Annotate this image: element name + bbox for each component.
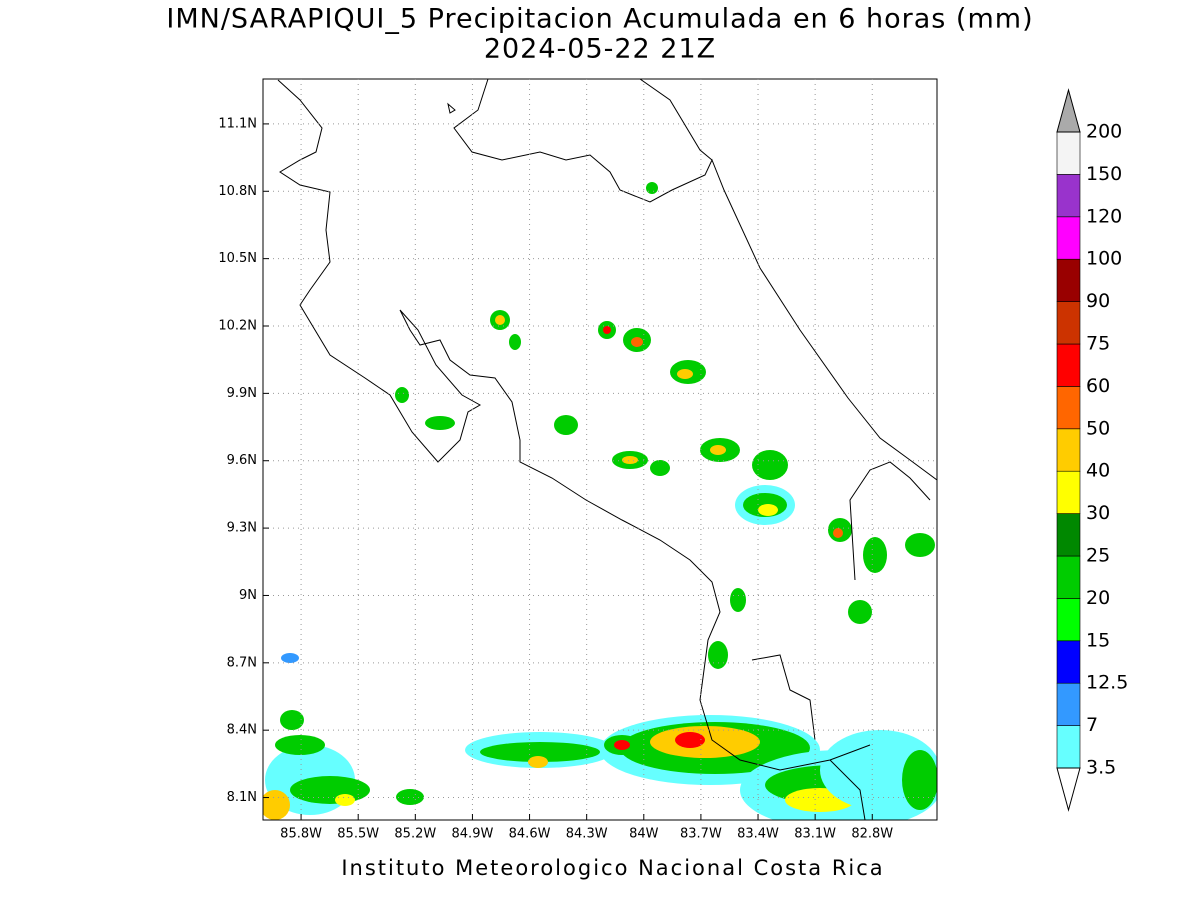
- x-tick-label: 83.4W: [737, 827, 779, 842]
- colorbar-label: 40: [1086, 460, 1110, 482]
- colorbar-label: 12.5: [1086, 672, 1128, 694]
- y-tick-label: 11.1N: [218, 116, 257, 131]
- footer: Instituto Meteorologico Nacional Costa R…: [341, 856, 884, 880]
- colorbar-label: 7: [1086, 714, 1098, 736]
- colorbar-label: 90: [1086, 290, 1110, 312]
- colorbar-label: 100: [1086, 248, 1122, 270]
- x-tick-label: 82.8W: [851, 827, 893, 842]
- colorbar-band: [1056, 386, 1081, 430]
- y-tick-label: 10.5N: [218, 251, 257, 266]
- y-tick-label: 9.9N: [227, 386, 257, 401]
- subtitle: 2024-05-22 21Z: [484, 34, 716, 65]
- colorbar-label: 200: [1086, 121, 1122, 143]
- colorbar-band: [1056, 725, 1081, 769]
- colorbar-label: 30: [1086, 502, 1110, 524]
- y-tick-label: 9.6N: [227, 453, 257, 468]
- y-tick-label: 8.1N: [227, 790, 257, 805]
- colorbar-under: [1056, 767, 1081, 812]
- colorbar-band: [1056, 343, 1081, 387]
- map-frame: [262, 78, 938, 821]
- colorbar-label: 120: [1086, 205, 1122, 227]
- colorbar-label: 25: [1086, 545, 1110, 567]
- colorbar-label: 75: [1086, 333, 1110, 355]
- colorbar-band: [1056, 428, 1081, 472]
- colorbar-band: [1056, 513, 1081, 557]
- colorbar-over: [1056, 88, 1081, 133]
- x-tick-label: 85.8W: [280, 827, 322, 842]
- colorbar-label: 150: [1086, 163, 1122, 185]
- y-tick-label: 9N: [239, 588, 257, 603]
- colorbar-label: 60: [1086, 375, 1110, 397]
- colorbar-band: [1056, 216, 1081, 260]
- x-tick-label: 84W: [629, 827, 659, 842]
- colorbar-band: [1056, 131, 1081, 175]
- colorbar-band: [1056, 682, 1081, 726]
- title: IMN/SARAPIQUI_5 Precipitacion Acumulada …: [166, 4, 1033, 35]
- colorbar-band: [1056, 258, 1081, 302]
- colorbar-label: 20: [1086, 587, 1110, 609]
- colorbar-label: 15: [1086, 629, 1110, 651]
- colorbar-band: [1056, 640, 1081, 684]
- colorbar-band: [1056, 301, 1081, 345]
- x-tick-label: 83.1W: [794, 827, 836, 842]
- y-tick-label: 10.8N: [218, 184, 257, 199]
- y-tick-label: 8.7N: [227, 655, 257, 670]
- precipitation-field: [263, 182, 937, 820]
- colorbar-label: 50: [1086, 417, 1110, 439]
- coastline: [277, 79, 937, 820]
- colorbar-band: [1056, 470, 1081, 514]
- colorbar-band: [1056, 598, 1081, 642]
- colorbar-band: [1056, 174, 1081, 218]
- y-tick-label: 8.4N: [227, 723, 257, 738]
- colorbar-label: 3.5: [1086, 757, 1116, 779]
- x-tick-label: 84.3W: [566, 827, 608, 842]
- x-tick-label: 85.5W: [337, 827, 379, 842]
- y-tick-label: 9.3N: [227, 521, 257, 536]
- y-tick-label: 10.2N: [218, 319, 257, 334]
- x-tick-label: 84.6W: [509, 827, 551, 842]
- x-tick-label: 84.9W: [452, 827, 494, 842]
- x-tick-label: 83.7W: [680, 827, 722, 842]
- colorbar-band: [1056, 555, 1081, 599]
- x-tick-label: 85.2W: [394, 827, 436, 842]
